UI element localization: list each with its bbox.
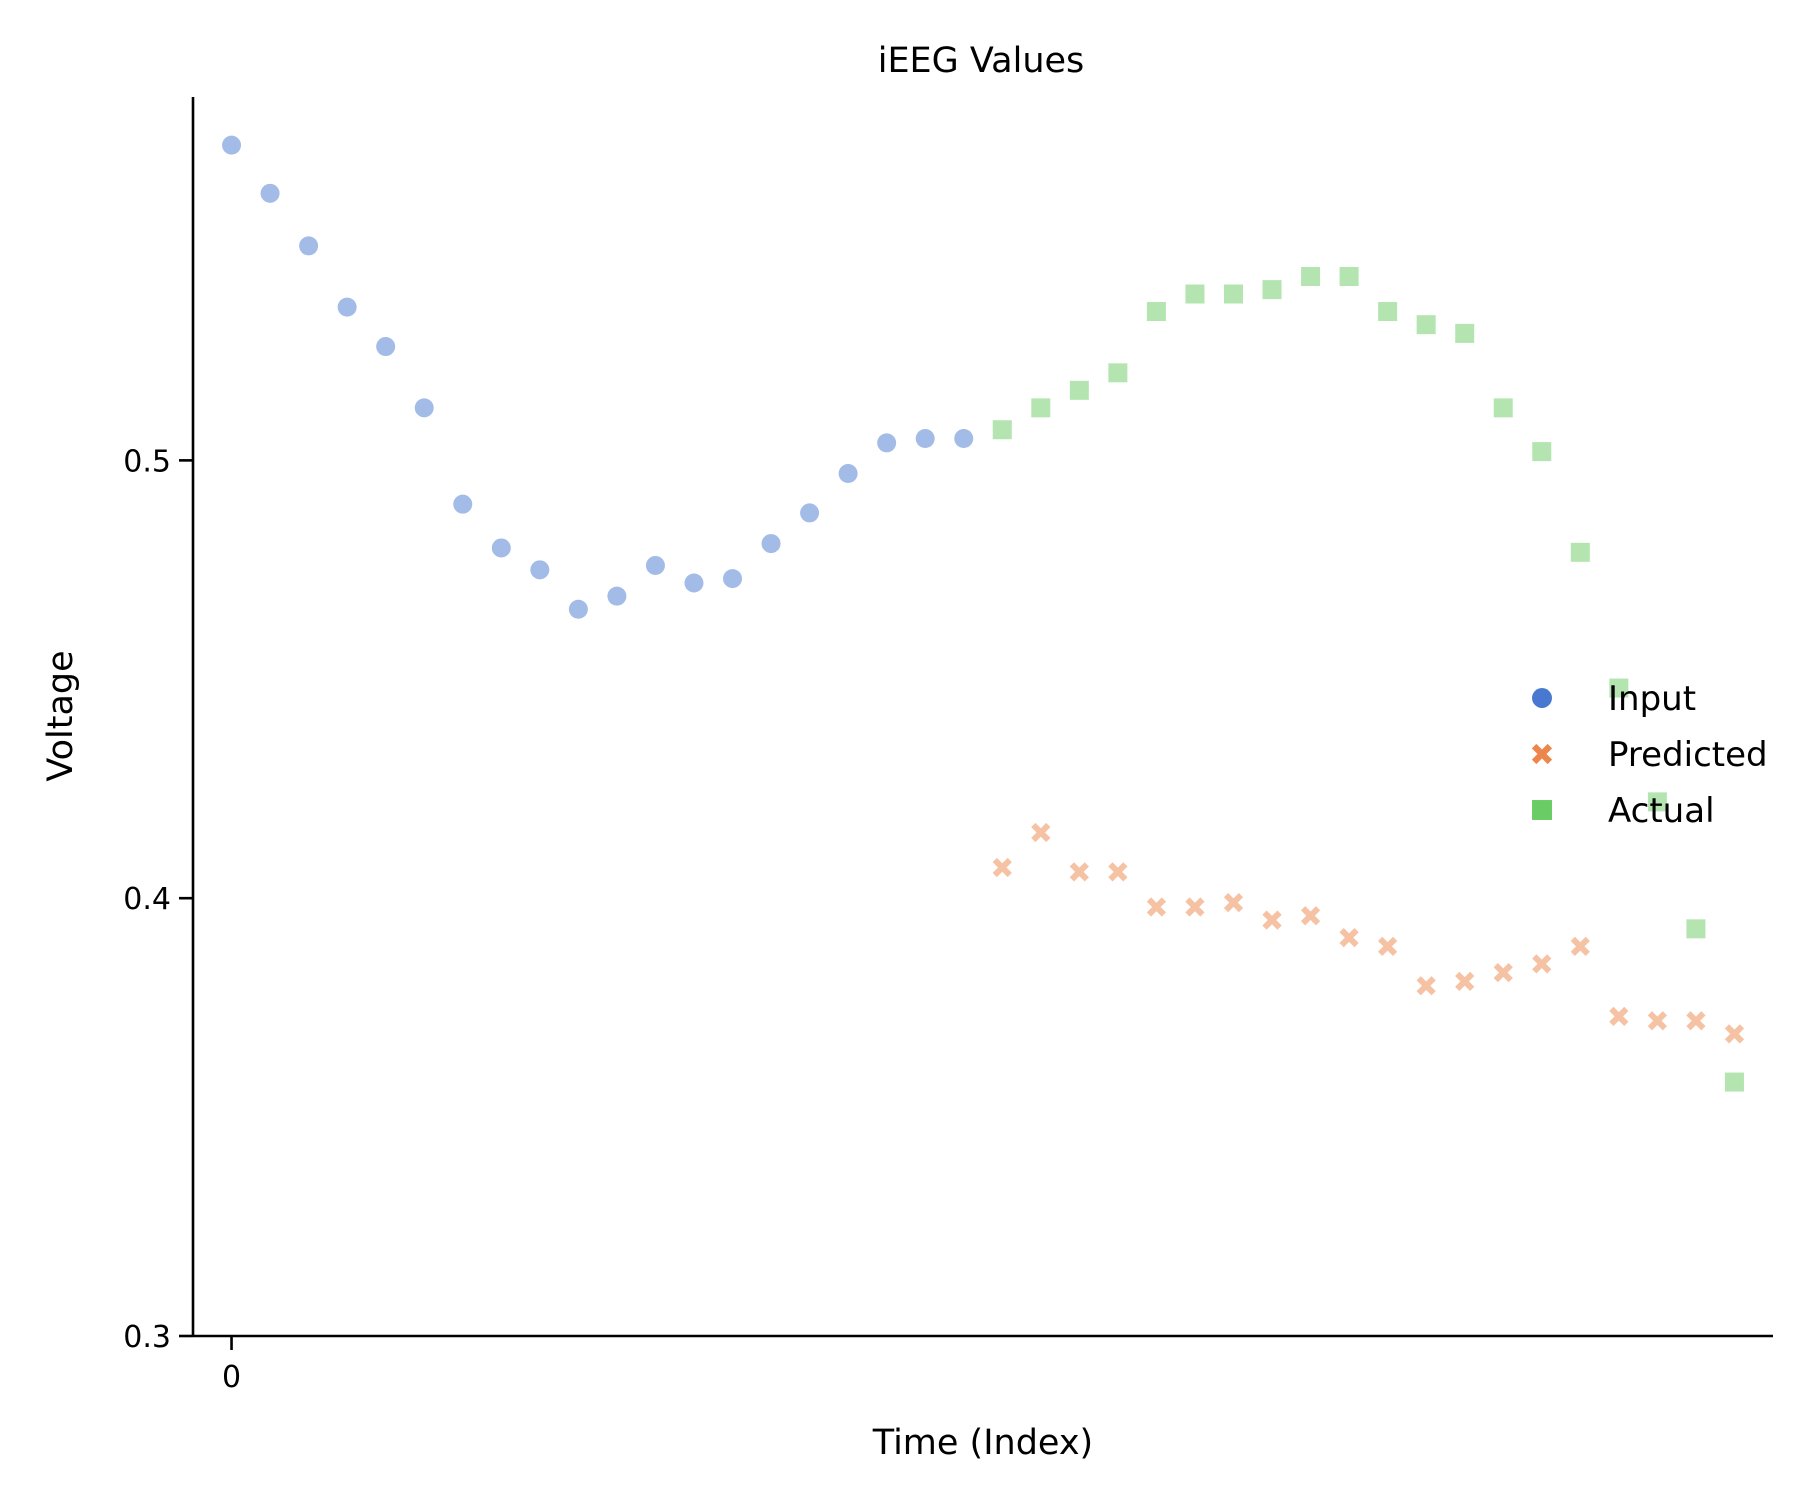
x-axis-ticks: 0 [222,1336,241,1395]
data-point-predicted [1146,897,1167,917]
data-point-input [607,586,627,606]
data-point-input [954,428,974,448]
data-point-input [645,555,665,575]
data-point-predicted [1724,1024,1745,1044]
y-tick-label: 0.4 [123,882,171,917]
data-point-predicted [1378,936,1398,956]
data-point-predicted [1416,976,1436,996]
x-axis-label: Time (Index) [872,1423,1093,1463]
data-point-actual [1378,302,1398,322]
series-input [222,135,974,619]
legend-item-actual: Actual [1532,791,1715,831]
data-point-predicted [992,857,1012,878]
series-actual [992,267,1744,1092]
data-point-input [299,236,319,256]
data-point-input [376,337,396,357]
data-point-input [491,538,511,558]
data-point-actual [1031,398,1051,418]
data-point-actual [1223,284,1243,304]
series-predicted [992,822,1745,1044]
data-point-predicted [1647,1011,1668,1031]
data-point-predicted [1455,971,1475,991]
data-point-predicted [1532,954,1552,974]
data-point-actual [1301,267,1321,287]
data-point-actual [1570,542,1590,562]
data-point-predicted [1108,862,1128,882]
data-point-predicted [1609,1006,1629,1027]
data-point-input [337,297,357,317]
data-point-input [684,573,704,593]
data-point-input [568,599,588,619]
data-point-input [723,569,743,589]
data-marks [222,135,1745,1092]
legend-marker-predicted [1531,743,1553,765]
data-point-predicted [1570,936,1590,956]
legend-item-predicted: Predicted [1531,735,1768,775]
legend-marker-input [1532,688,1552,708]
legend: Input Predicted Actual [1531,679,1768,831]
data-point-actual [1339,267,1359,287]
data-point-input [838,464,858,484]
data-point-predicted [1069,862,1089,882]
data-point-input [453,494,473,514]
data-point-input [530,560,550,580]
data-point-predicted [1686,1011,1706,1031]
data-point-actual [1146,302,1166,322]
chart-title: iEEG Values [878,41,1085,81]
data-point-predicted [1031,822,1051,843]
data-point-actual [1532,442,1552,462]
data-point-input [877,433,897,453]
data-point-actual [1455,323,1475,343]
data-point-actual [1185,284,1205,304]
data-point-actual [992,420,1012,440]
y-tick-label: 0.5 [123,444,171,479]
plot-area: 0.3 0.4 0.5 0 [123,97,1773,1395]
y-tick-label: 0.3 [123,1320,171,1355]
data-point-actual [1647,792,1667,812]
legend-label-input: Input [1608,679,1696,719]
data-point-actual [1724,1072,1744,1092]
data-point-actual [1686,919,1706,939]
y-axis-ticks: 0.3 0.4 0.5 [123,444,193,1355]
data-point-input [222,135,242,155]
x-tick-label: 0 [222,1360,241,1395]
data-point-input [761,534,781,554]
data-point-predicted [1493,962,1513,983]
data-point-input [260,183,280,203]
data-point-actual [1609,678,1629,698]
data-point-actual [1416,315,1436,335]
data-point-input [915,428,935,448]
y-axis-label: Voltage [41,650,81,781]
data-point-predicted [1262,910,1282,930]
data-point-predicted [1300,906,1321,926]
data-point-actual [1493,398,1513,418]
data-point-actual [1069,380,1089,400]
data-point-input [414,398,434,418]
legend-item-input: Input [1532,679,1696,719]
data-point-input [800,503,820,523]
legend-label-actual: Actual [1608,791,1715,831]
data-point-actual [1262,280,1282,300]
data-point-predicted [1223,892,1244,913]
data-point-predicted [1339,927,1359,948]
data-point-actual [1108,363,1128,383]
legend-label-predicted: Predicted [1608,735,1768,775]
legend-marker-actual [1532,800,1552,820]
data-point-predicted [1185,897,1205,917]
